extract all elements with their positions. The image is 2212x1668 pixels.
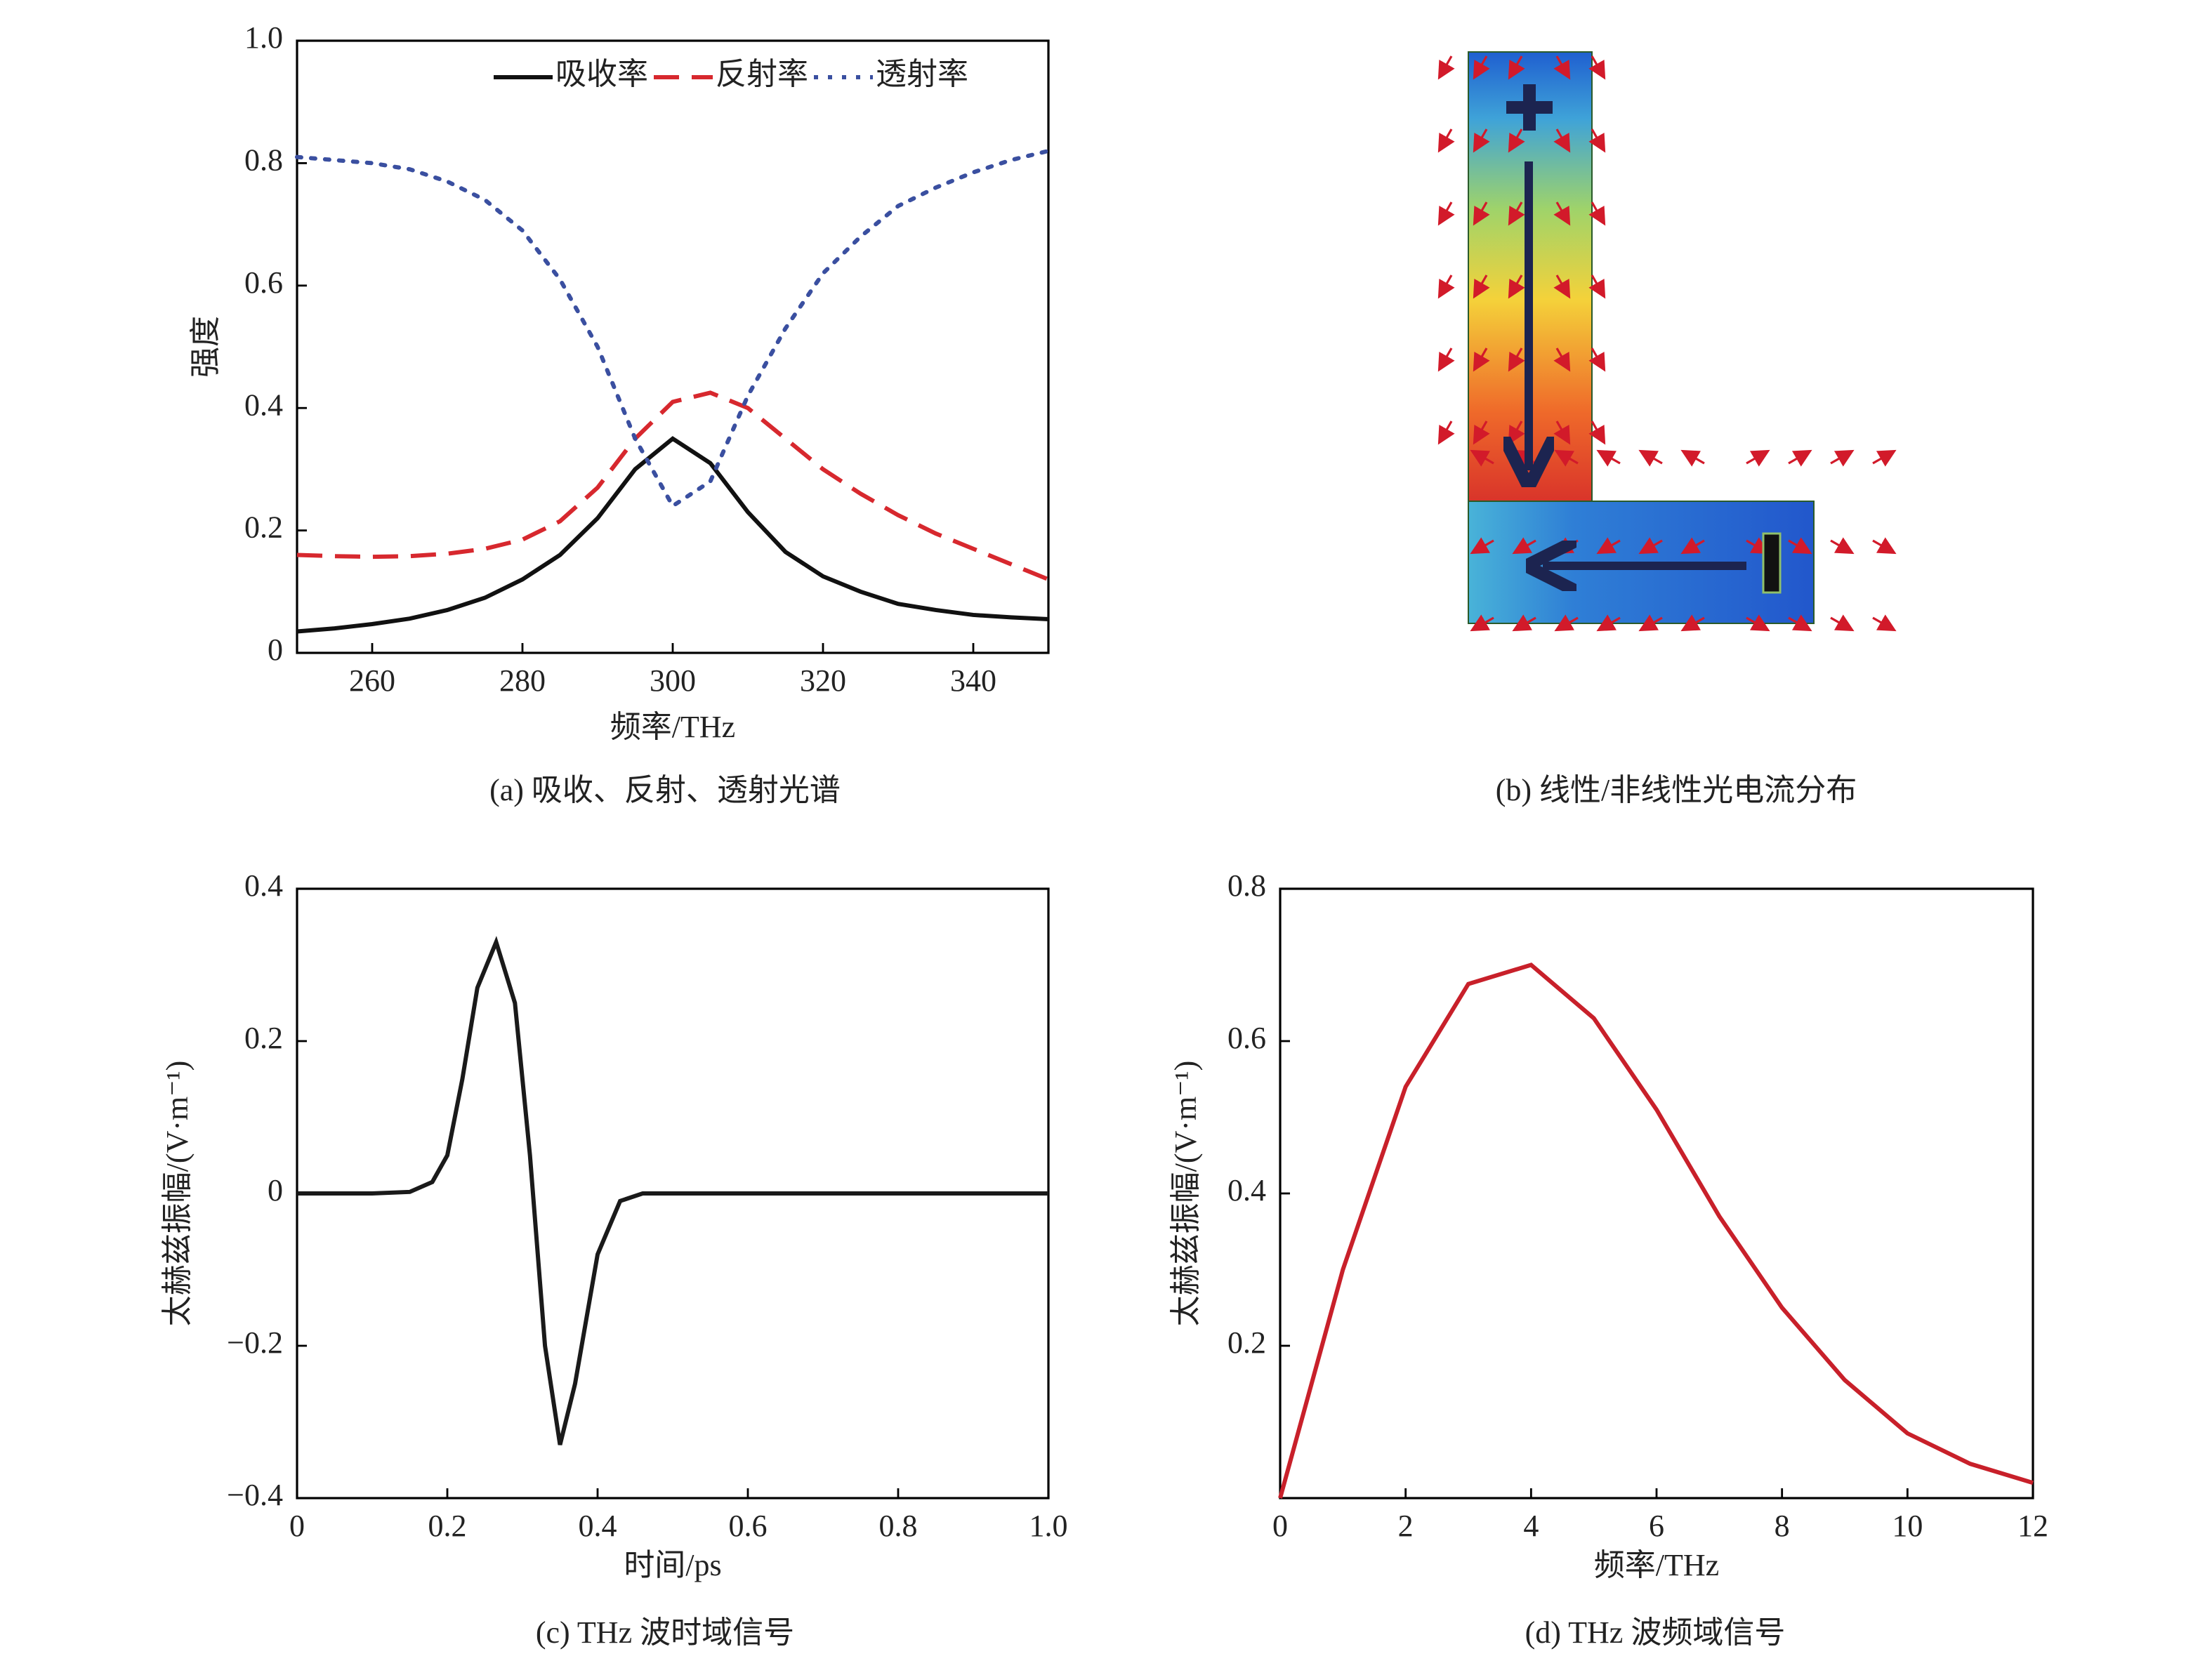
plot-frame bbox=[296, 39, 1050, 654]
caption: (d) THz 波频域信号 bbox=[1525, 1615, 1786, 1650]
y-tick-label: 0.8 bbox=[1227, 868, 1266, 903]
x-tick-label: 0.8 bbox=[879, 1509, 918, 1543]
x-tick-label: 1.0 bbox=[1029, 1509, 1068, 1543]
data-line bbox=[296, 390, 1050, 582]
x-axis-label: 频率/THz bbox=[610, 710, 735, 744]
y-axis-label: 强度 bbox=[188, 316, 223, 378]
caption: (c) THz 波时域信号 bbox=[536, 1615, 794, 1650]
x-tick-label: 0.4 bbox=[579, 1509, 617, 1543]
data-line bbox=[1278, 962, 2034, 1499]
caption: (b) 线性/非线性光电流分布 bbox=[1496, 773, 1857, 807]
x-tick-label: 12 bbox=[2017, 1509, 2048, 1543]
x-tick-label: 8 bbox=[1775, 1509, 1790, 1543]
y-tick-label: 0.8 bbox=[244, 143, 283, 177]
x-axis-label: 频率/THz bbox=[1594, 1548, 1719, 1582]
y-tick-label: 0.2 bbox=[1227, 1325, 1266, 1360]
y-tick-label: −0.2 bbox=[227, 1325, 283, 1360]
caption: (a) 吸收、反射、透射光谱 bbox=[489, 773, 841, 807]
x-tick-label: 0 bbox=[289, 1509, 305, 1543]
x-tick-label: 340 bbox=[950, 663, 996, 698]
y-tick-label: 0.2 bbox=[244, 510, 283, 545]
x-tick-label: 4 bbox=[1523, 1509, 1539, 1543]
y-tick-label: −0.4 bbox=[227, 1478, 283, 1512]
plot-frame bbox=[1279, 887, 2034, 1500]
x-tick-label: 2 bbox=[1398, 1509, 1414, 1543]
y-tick-label: 0 bbox=[268, 1173, 283, 1207]
y-tick-label: 0.4 bbox=[1227, 1173, 1266, 1207]
field-map: (b) 线性/非线性光电流分布 bbox=[1437, 51, 1897, 807]
x-tick-label: 280 bbox=[499, 663, 546, 698]
data-line bbox=[297, 936, 1048, 1445]
y-tick-label: 0.6 bbox=[244, 265, 283, 300]
legend-label: 吸收率 bbox=[555, 57, 648, 91]
y-tick-label: 0.2 bbox=[244, 1021, 283, 1055]
x-tick-label: 0 bbox=[1272, 1509, 1288, 1543]
x-tick-label: 0.6 bbox=[729, 1509, 768, 1543]
y-tick-label: 1.0 bbox=[244, 20, 283, 55]
x-axis-label: 时间/ps bbox=[624, 1548, 721, 1582]
y-tick-label: 0.6 bbox=[1227, 1021, 1266, 1055]
x-tick-label: 0.2 bbox=[428, 1509, 467, 1543]
y-axis-label: 太赫兹振幅/(V·m⁻¹) bbox=[160, 1061, 195, 1327]
x-tick-label: 260 bbox=[349, 663, 395, 698]
x-tick-label: 300 bbox=[650, 663, 696, 698]
legend-label: 反射率 bbox=[716, 57, 808, 91]
y-tick-label: 0.4 bbox=[244, 388, 283, 422]
x-tick-label: 320 bbox=[800, 663, 846, 698]
y-axis-label: 太赫兹振幅/(V·m⁻¹) bbox=[1168, 1061, 1203, 1327]
data-line bbox=[295, 148, 1051, 509]
y-tick-label: 0 bbox=[268, 633, 283, 667]
x-tick-label: 10 bbox=[1892, 1509, 1923, 1543]
x-tick-label: 6 bbox=[1649, 1509, 1664, 1543]
y-tick-label: 0.4 bbox=[244, 868, 283, 903]
data-line bbox=[296, 436, 1049, 634]
legend-label: 透射率 bbox=[876, 57, 968, 91]
